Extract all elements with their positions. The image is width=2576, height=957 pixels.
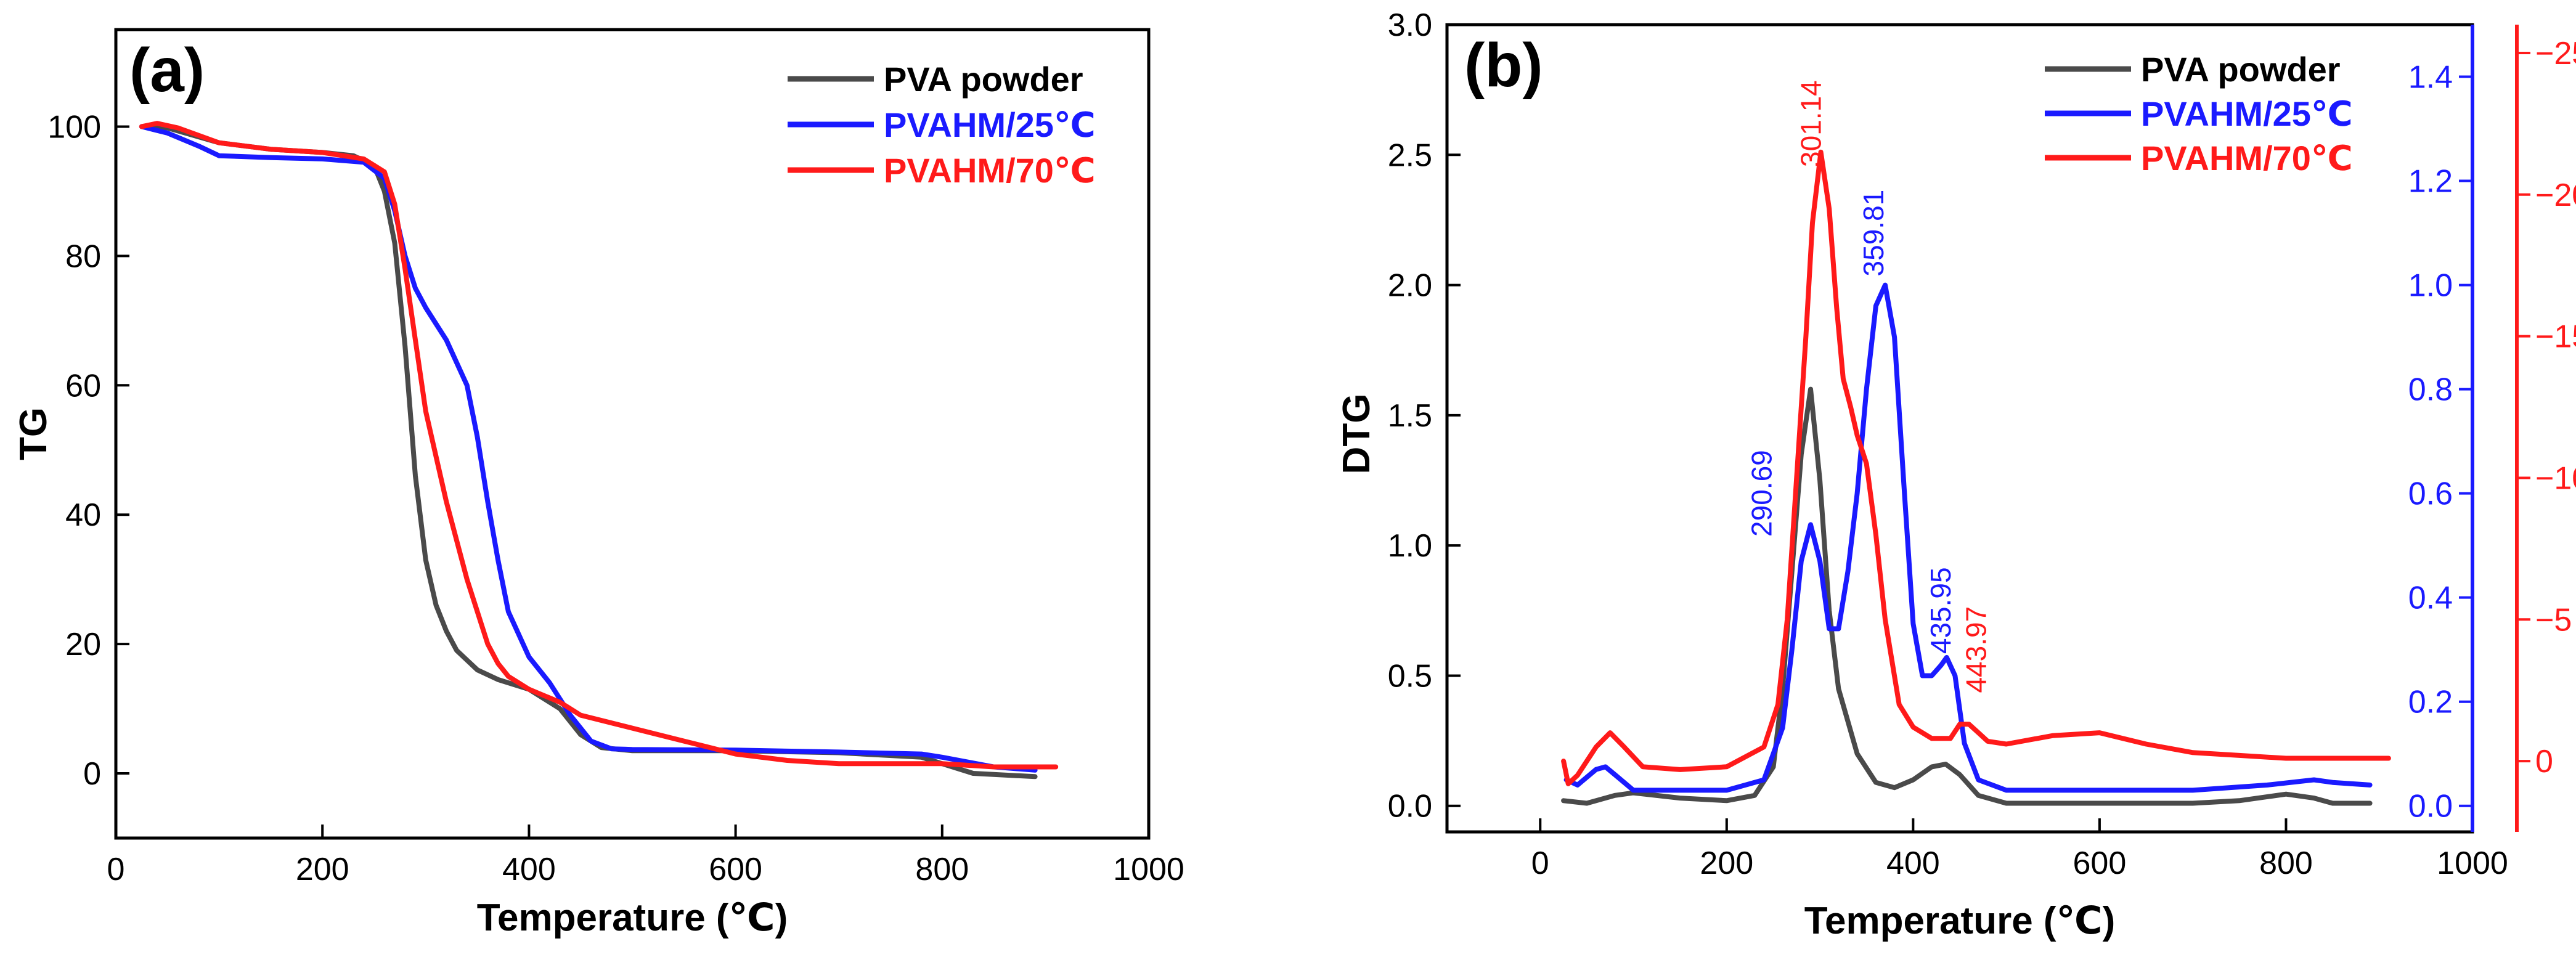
panel-b-y-tick-label: 0.0 — [1388, 789, 1432, 825]
panel-a-legend-label: PVA powder — [884, 60, 1083, 99]
panel-b-label: (b) — [1464, 31, 1543, 100]
panel-a-series-pva-powder — [139, 124, 1038, 780]
panel-b-peak-label: 435.95 — [1925, 567, 1957, 654]
panel-b-peak-label: 301.14 — [1795, 80, 1827, 167]
panel-b-peak-label: 443.97 — [1960, 606, 1992, 693]
panel-b-y-tick-label: 1.0 — [1388, 528, 1432, 564]
panel-b-red-y-tick-label: −20 — [2535, 177, 2576, 213]
panel-b-ticks: 0 200 400 600 800 1000 0.0 0.5 1.0 1.5 2.0 2.5 3.0 0.… — [1388, 7, 2576, 881]
panel-a-x-tick-label: 600 — [709, 852, 762, 887]
panel-b-blue-y-tick-label: 1.0 — [2408, 268, 2453, 304]
panel-b-x-tick-label: 200 — [1700, 845, 1753, 881]
panel-a-x-tick-label: 1000 — [1113, 852, 1184, 887]
panel-b-y-tick-label: 2.5 — [1388, 137, 1432, 173]
panel-b-x-tick-label: 800 — [2259, 845, 2313, 881]
panel-b-blue-y-tick-label: 0.8 — [2408, 372, 2453, 408]
panel-a-x-tick-label: 0 — [107, 852, 125, 887]
panel-b-y-axis-title: DTG — [1335, 394, 1378, 474]
panel-b-blue-y-tick-label: 0.0 — [2408, 789, 2453, 825]
panel-b-series-pva-powder — [1561, 386, 2373, 806]
panel-b-blue-y-tick-label: 0.6 — [2408, 476, 2453, 512]
panel-b-x-axis-title: Temperature (℃) — [1804, 900, 2116, 942]
panel-b-legend-label: PVAHM/70℃ — [2141, 139, 2353, 177]
panel-a-x-tick-label: 400 — [502, 852, 556, 887]
panel-b-series-pvahm-25- — [1563, 282, 2373, 793]
panel-b-annotations: 301.14 359.81 290.69 435.95 443.97 — [1745, 80, 1992, 693]
panel-b-red-y-tick-label: −10 — [2535, 460, 2576, 496]
panel-a-series — [139, 121, 1059, 780]
panel-b-y-tick-label: 2.0 — [1388, 268, 1432, 304]
panel-b-x-tick-label: 400 — [1886, 845, 1940, 881]
panel-b-blue-y-tick-label: 0.4 — [2408, 580, 2453, 616]
panel-b-dtg-chart: 0 200 400 600 800 1000 0.0 0.5 1.0 1.5 2.0 2.5 3.0 0.… — [1335, 7, 2576, 942]
panel-a-series-pvahm-70- — [139, 121, 1059, 770]
panel-b-x-tick-label: 1000 — [2437, 845, 2508, 881]
panel-a-label: (a) — [129, 36, 205, 105]
panel-a-series-pvahm-25- — [139, 124, 1038, 773]
panel-b-peak-label: 359.81 — [1857, 190, 1889, 277]
panel-b-red-y-tick-label: −25 — [2535, 36, 2576, 71]
panel-b-x-tick-label: 600 — [2073, 845, 2127, 881]
panel-b-y-tick-label: 3.0 — [1388, 7, 1432, 43]
panel-a-y-tick-label: 0 — [83, 756, 101, 792]
panel-a-y-tick-label: 80 — [65, 238, 101, 274]
panel-a-y-tick-label: 100 — [47, 109, 101, 145]
panel-b-series-pvahm-70- — [1561, 149, 2391, 786]
panel-a-y-tick-label: 20 — [65, 627, 101, 662]
panel-a-tg-chart: 0 200 400 600 800 1000 0 20 40 60 80 100 (a) Temper… — [12, 28, 1184, 939]
panel-a-x-tick-label: 800 — [915, 852, 969, 887]
panel-b-red-y-tick-label: −5 — [2535, 602, 2572, 638]
panel-b-peak-label: 290.69 — [1745, 450, 1777, 537]
panel-a-y-tick-label: 40 — [65, 497, 101, 533]
panel-b-series — [1561, 149, 2391, 806]
panel-a-legend-label: PVAHM/25℃ — [884, 105, 1096, 144]
panel-b-x-tick-label: 0 — [1531, 845, 1549, 881]
panel-b-blue-y-tick-label: 0.2 — [2408, 685, 2453, 720]
panel-b-legend-label: PVAHM/25℃ — [2141, 94, 2353, 133]
panel-a-ticks: 0 200 400 600 800 1000 0 20 40 60 80 100 — [47, 109, 1184, 887]
panel-b-red-y-tick-label: −15 — [2535, 319, 2576, 355]
panel-a-y-tick-label: 60 — [65, 368, 101, 404]
panel-a-legend-label: PVAHM/70℃ — [884, 151, 1096, 190]
panel-b-y-tick-label: 0.5 — [1388, 658, 1432, 694]
panel-a-x-axis-title: Temperature (℃) — [477, 897, 788, 939]
panel-a-x-tick-label: 200 — [296, 852, 349, 887]
panel-b-legend-label: PVA powder — [2141, 50, 2341, 89]
panel-a-y-axis-title: TG — [12, 407, 55, 460]
panel-b-red-y-tick-label: 0 — [2535, 744, 2553, 780]
panel-a-frame — [114, 28, 1151, 840]
panel-b-legend: PVA powder PVAHM/25℃ PVAHM/70℃ — [2045, 50, 2353, 177]
panel-b-y-tick-label: 1.5 — [1388, 398, 1432, 434]
panel-b-blue-y-tick-label: 1.2 — [2408, 164, 2453, 200]
panel-a-legend: PVA powder PVAHM/25℃ PVAHM/70℃ — [788, 60, 1096, 190]
panel-b-blue-y-tick-label: 1.4 — [2408, 60, 2453, 96]
